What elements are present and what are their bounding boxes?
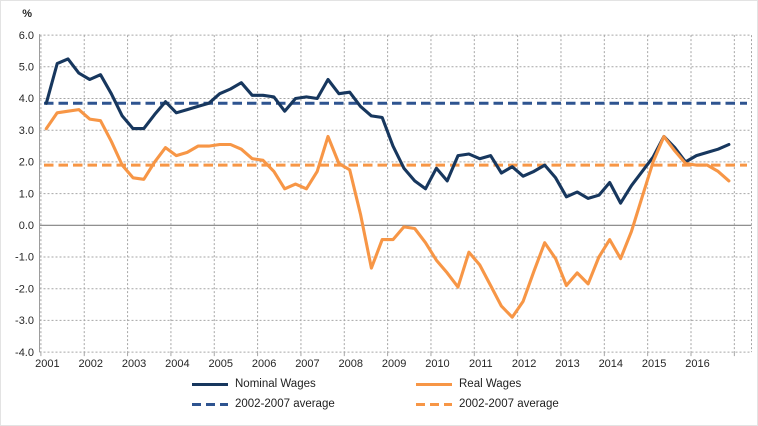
y-axis-label: -3.0: [15, 315, 34, 327]
legend-label: Nominal Wages: [235, 378, 316, 390]
legend-label: Real Wages: [459, 378, 522, 390]
real-wages-line: [44, 108, 731, 319]
legend-label: 2002-2007 average: [459, 398, 559, 410]
legend-item-real-average: 2002-2007 average: [416, 398, 652, 411]
y-axis-unit-label: %: [22, 8, 32, 20]
legend-label: 2002-2007 average: [235, 398, 335, 410]
x-axis-label: 2001: [35, 358, 59, 370]
y-axis-label: -1.0: [15, 252, 34, 264]
y-axis-label: 0.0: [19, 220, 34, 232]
legend-item-nominal-average: 2002-2007 average: [192, 398, 416, 411]
x-axis-label: 2006: [252, 358, 276, 370]
x-axis-label: 2004: [165, 358, 189, 370]
x-axis-label: 2012: [512, 358, 536, 370]
y-axis-label: -4.0: [15, 347, 34, 359]
y-axis-label: 6.0: [19, 30, 34, 42]
x-axis-label: 2002: [78, 358, 102, 370]
x-axis-label: 2013: [555, 358, 579, 370]
y-axis-label: 4.0: [19, 93, 34, 105]
gridlines: [39, 34, 752, 357]
x-axis-label: 2014: [599, 358, 623, 370]
x-axis-label: 2011: [469, 358, 493, 370]
x-axis-label: 2009: [382, 358, 406, 370]
legend-item-nominal-wages: Nominal Wages: [192, 378, 416, 391]
x-axis-label: 2003: [122, 358, 146, 370]
y-axis-label: 1.0: [19, 188, 34, 200]
nominal-average-swatch: [192, 403, 228, 406]
x-axis-label: 2016: [685, 358, 709, 370]
y-axis-label: 5.0: [19, 62, 34, 74]
x-axis-labels: 2001 2002 2003 2004 2005 2006 2007 2008 2009 2010…: [35, 358, 710, 370]
chart-legend: Nominal Wages Real Wages 2002-2007 avera…: [192, 378, 652, 411]
x-axis-label: 2005: [209, 358, 233, 370]
nominal-wages-swatch: [192, 383, 228, 386]
legend-item-real-wages: Real Wages: [416, 378, 652, 391]
real-average-swatch: [416, 403, 452, 406]
x-axis-label: 2007: [295, 358, 319, 370]
x-axis-label: 2010: [425, 358, 449, 370]
x-axis-label: 2008: [339, 358, 363, 370]
x-axis-label: 2015: [642, 358, 666, 370]
y-axis-labels: 6.0 5.0 4.0 3.0 2.0 1.0 0.0 -1.0 -2.0 -3.0 -4.0: [15, 30, 34, 359]
real-wages-swatch: [416, 383, 452, 386]
y-axis-label: -2.0: [15, 283, 34, 295]
nominal-wages-line: [44, 57, 731, 205]
y-axis-label: 3.0: [19, 125, 34, 137]
y-axis-label: 2.0: [19, 157, 34, 169]
